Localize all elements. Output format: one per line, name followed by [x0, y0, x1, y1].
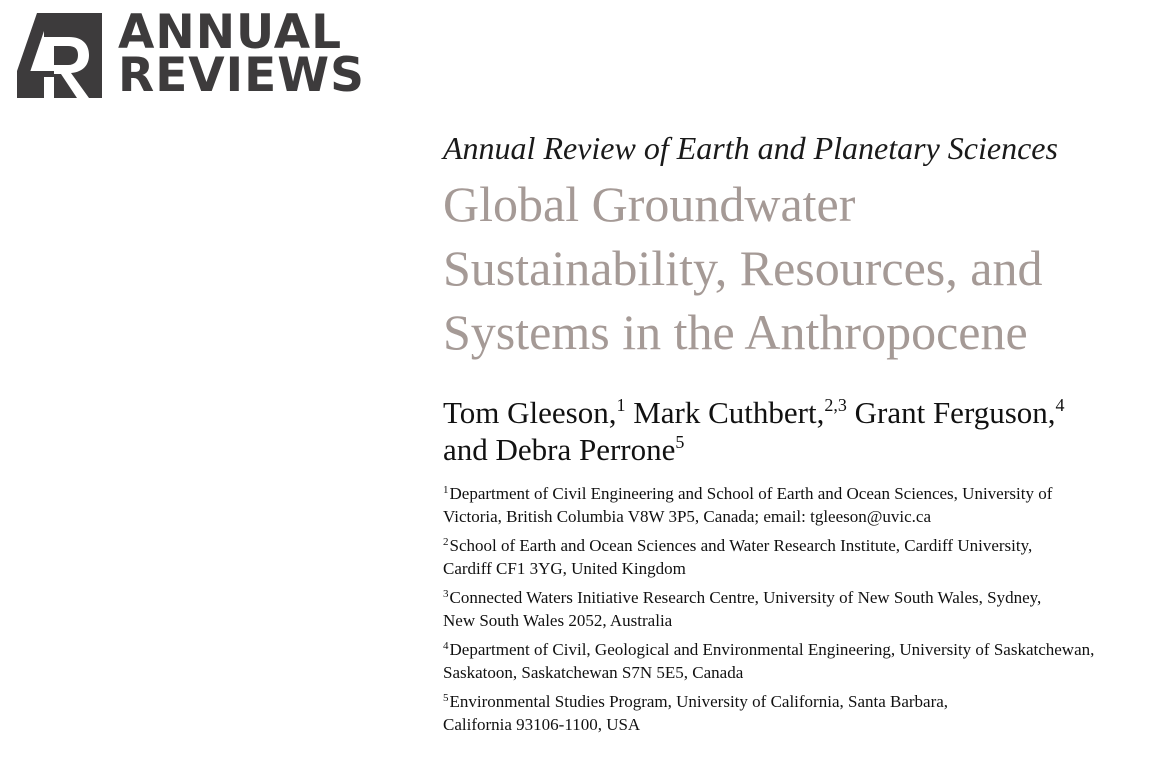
affiliation-item: 4Department of Civil, Geological and Env…	[443, 638, 1143, 684]
affiliation-item: 2School of Earth and Ocean Sciences and …	[443, 534, 1143, 580]
author-affiliation-marker: 1	[616, 395, 626, 415]
affiliation-item: 3Connected Waters Initiative Research Ce…	[443, 586, 1143, 632]
author-affiliation-marker: 2,3	[824, 395, 847, 415]
author-name: Tom Gleeson,	[443, 395, 617, 430]
ar-logo-mark-icon	[17, 13, 102, 98]
annual-reviews-logo: ANNUAL REVIEWS	[17, 5, 365, 103]
affiliation-number: 5	[443, 692, 449, 704]
affiliation-text: Saskatoon, Saskatchewan S7N 5E5, Canada	[443, 663, 744, 682]
affiliation-number: 1	[443, 484, 449, 496]
affiliation-number: 3	[443, 588, 449, 600]
author-affiliation-marker: 4	[1055, 395, 1065, 415]
affiliation-text: New South Wales 2052, Australia	[443, 611, 673, 630]
article-header: Annual Review of Earth and Planetary Sci…	[443, 126, 1143, 742]
affiliation-item: 5Environmental Studies Program, Universi…	[443, 690, 1143, 736]
affiliations: 1Department of Civil Engineering and Sch…	[443, 482, 1143, 736]
affiliation-number: 2	[443, 536, 449, 548]
affiliation-text: Connected Waters Initiative Research Cen…	[449, 588, 1042, 607]
title-line: Sustainability, Resources, and	[443, 240, 1043, 296]
author-name: and Debra Perrone	[443, 432, 676, 467]
affiliation-text: Department of Civil Engineering and Scho…	[449, 484, 1053, 503]
title-line: Global Groundwater	[443, 176, 856, 232]
affiliation-text: Environmental Studies Program, Universit…	[449, 692, 949, 711]
author-name: Grant Ferguson,	[854, 395, 1056, 430]
logo-wordmark: ANNUAL REVIEWS	[118, 5, 365, 103]
affiliation-text: Cardiff CF1 3YG, United Kingdom	[443, 559, 686, 578]
author-affiliation-marker: 5	[675, 432, 685, 452]
logo-line-1: ANNUAL	[118, 5, 343, 60]
logo-line-2: REVIEWS	[118, 48, 365, 103]
title-line: Systems in the Anthropocene	[443, 304, 1028, 360]
affiliation-number: 4	[443, 640, 449, 652]
affiliation-text: Victoria, British Columbia V8W 3P5, Cana…	[443, 507, 932, 526]
author-list: Tom Gleeson,1 Mark Cuthbert,2,3 Grant Fe…	[443, 394, 1143, 468]
affiliation-text: California 93106-1100, USA	[443, 715, 641, 734]
article-title: Global Groundwater Sustainability, Resou…	[443, 172, 1143, 364]
author-name: Mark Cuthbert,	[633, 395, 825, 430]
affiliation-text: School of Earth and Ocean Sciences and W…	[449, 536, 1033, 555]
affiliation-text: Department of Civil, Geological and Envi…	[449, 640, 1095, 659]
journal-name: Annual Review of Earth and Planetary Sci…	[443, 130, 1058, 166]
affiliation-item: 1Department of Civil Engineering and Sch…	[443, 482, 1143, 528]
